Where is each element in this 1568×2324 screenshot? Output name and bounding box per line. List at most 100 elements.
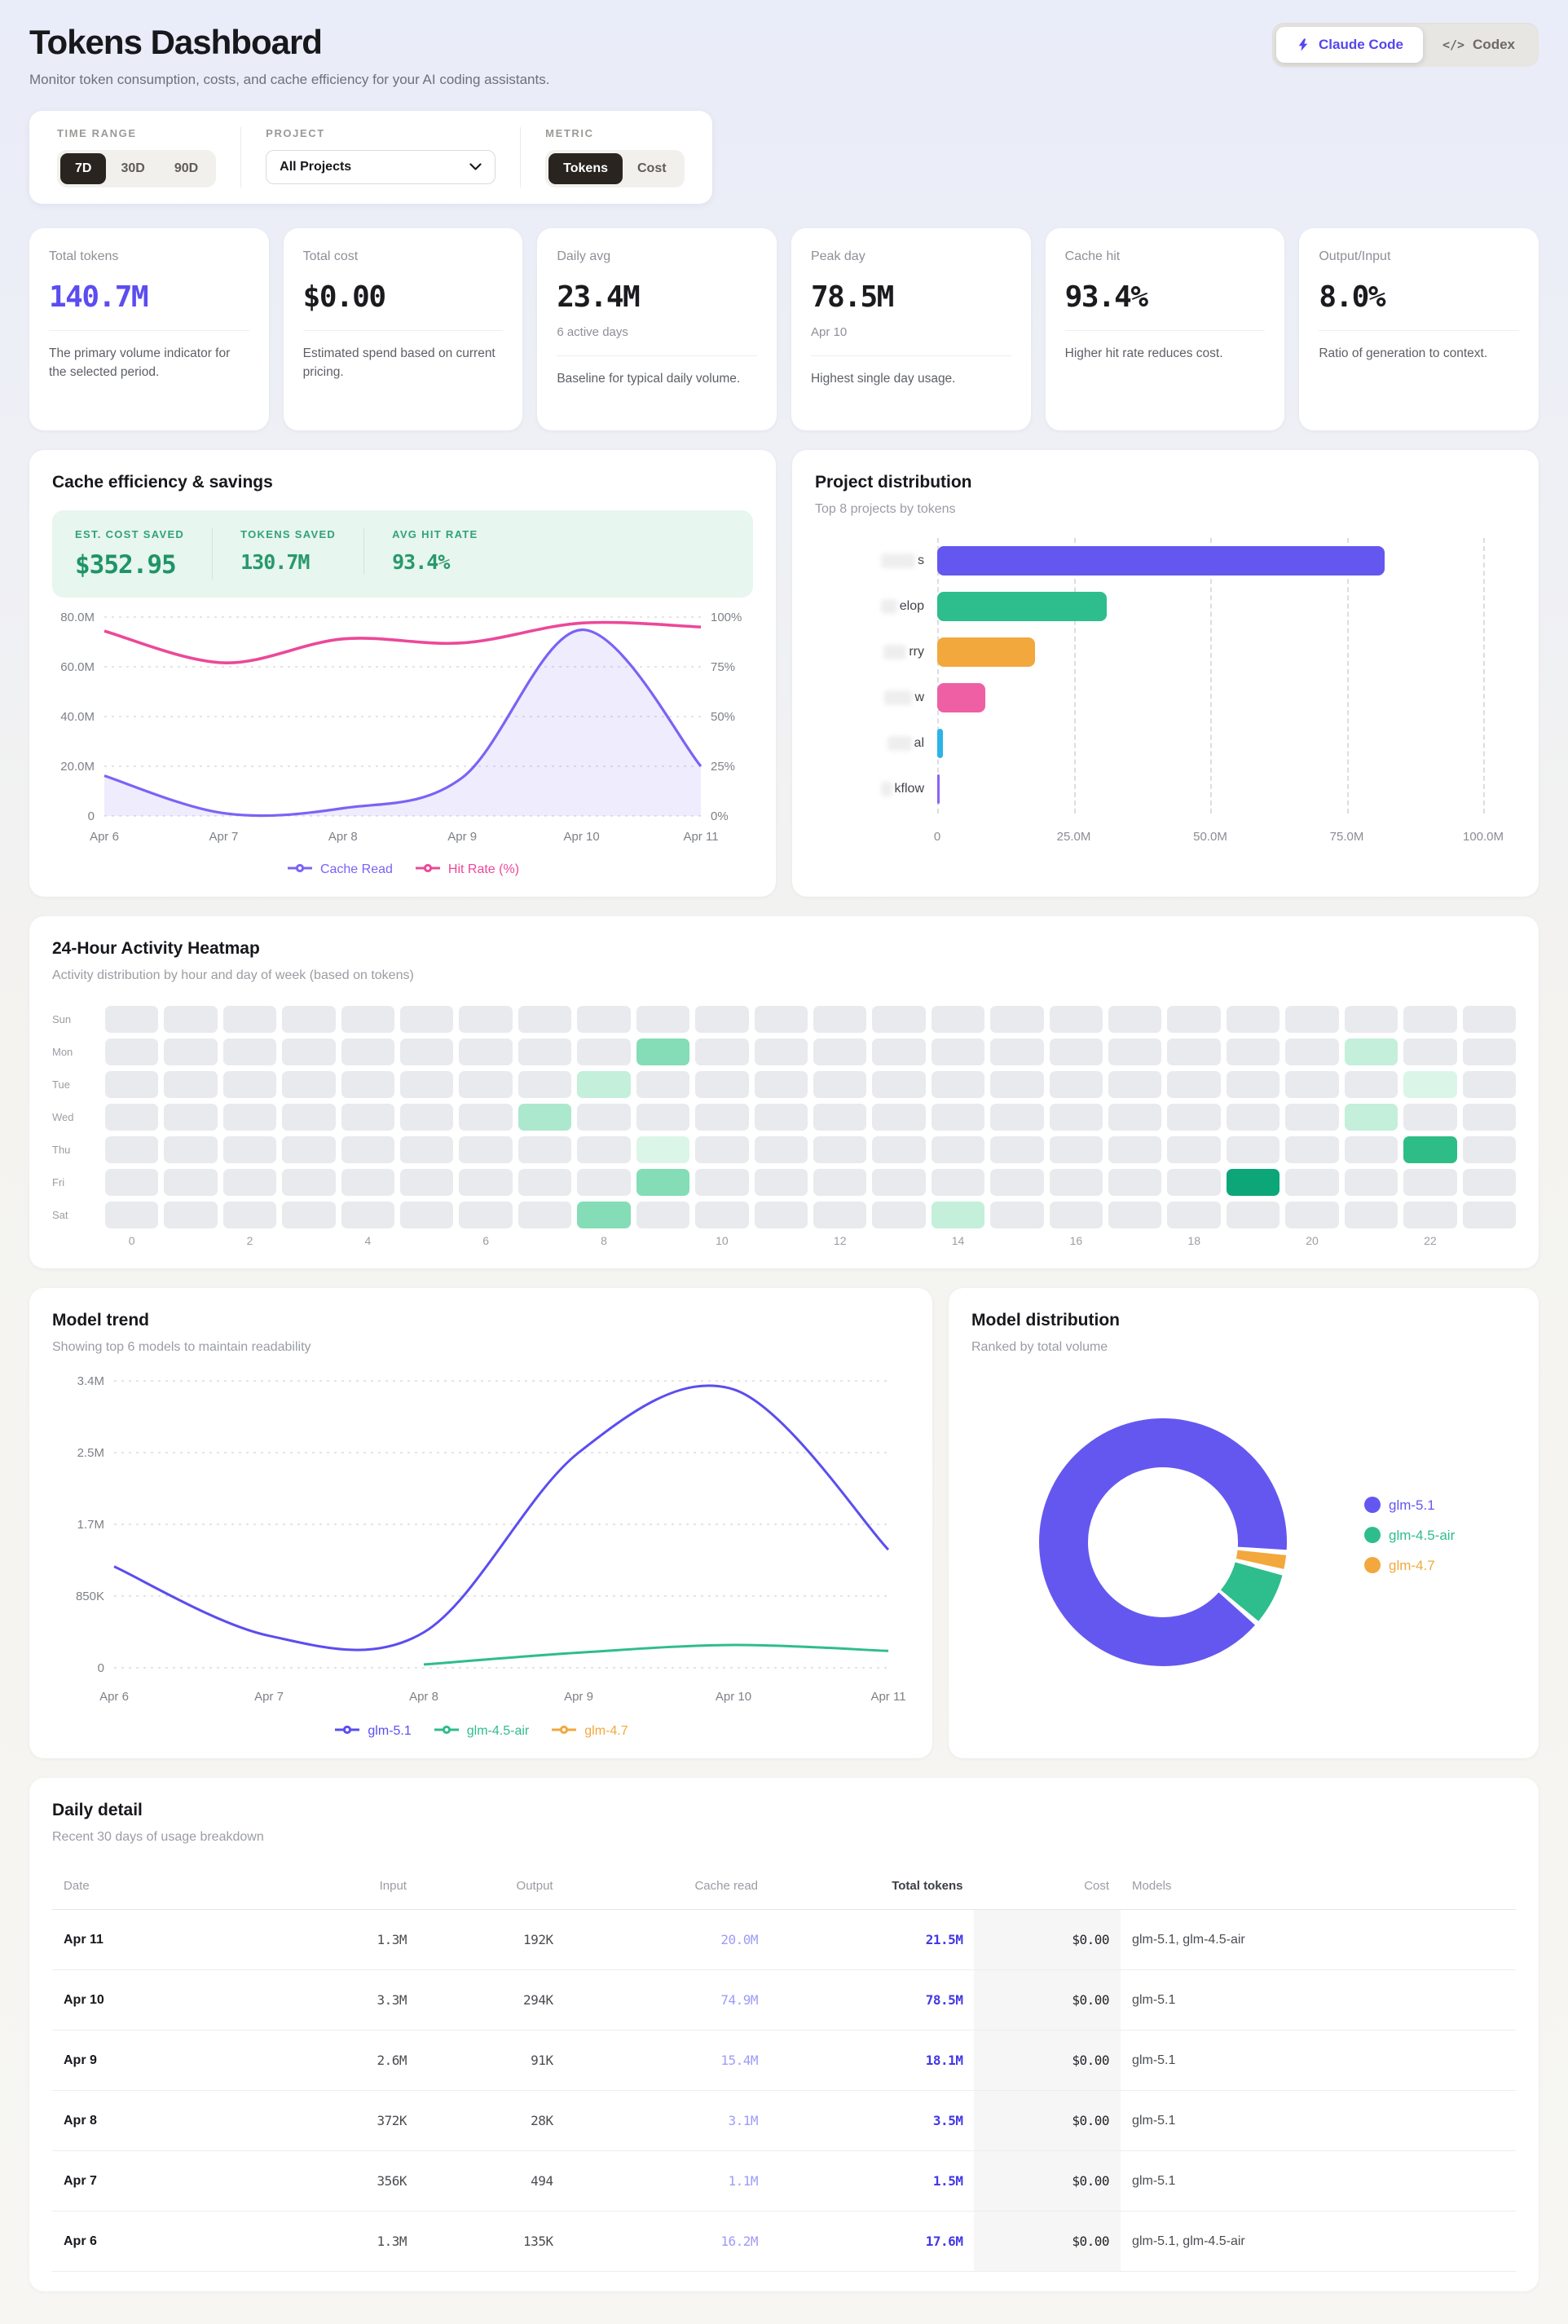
heatmap-cell [931,1039,985,1065]
heatmap-cell [1344,1039,1398,1065]
svg-text:Apr 8: Apr 8 [328,830,358,844]
cell-cost: $0.00 [974,1969,1121,2031]
heatmap-cell [1167,1202,1221,1228]
project-label-suffix: kflow [894,782,924,796]
source-option-claude-code[interactable]: Claude Code [1276,27,1423,63]
hour-label: 20 [1306,1234,1319,1247]
heatmap-cell [1167,1039,1221,1065]
time-range-label: TIME RANGE [57,127,137,139]
heatmap-cell [459,1104,513,1131]
svg-text:glm-4.5-air: glm-4.5-air [1389,1528,1456,1543]
axis-tick-label: 75.0M [1329,830,1364,844]
project-label: w [815,690,937,705]
bar-track [937,637,1483,667]
heatmap-cell [990,1039,1044,1065]
heatmap-title: 24-Hour Activity Heatmap [52,939,260,958]
table-row: Apr 9 2.6M 91K 15.4M 18.1M $0.00 glm-5.1 [52,2030,1516,2091]
stat-label: Daily avg [557,249,611,263]
metric-option-tokens[interactable]: Tokens [548,153,623,184]
bar-track [937,546,1483,575]
project-label: elop [815,598,937,614]
cell-cost: $0.00 [974,2030,1121,2091]
svg-text:40.0M: 40.0M [60,710,95,724]
stat-value: $0.00 [302,280,386,314]
savings-item-est-cost-saved: EST. COST SAVED $352.95 [75,528,214,580]
heatmap-cell [695,1202,749,1228]
heatmap-cell [931,1006,985,1033]
column-header-date: Date [52,1863,243,1910]
cell-models: glm-5.1, glm-4.5-air [1121,1909,1516,1970]
heatmap-cell [813,1071,867,1098]
stat-description: The primary volume indicator for the sel… [49,346,231,380]
source-option-label: Codex [1473,37,1515,52]
project-select[interactable]: All Projects [266,150,496,184]
heatmap-cell [754,1104,808,1131]
heatmap-cell [872,1039,926,1065]
savings-value: 93.4% [392,550,450,574]
legend-item-glm-4-5-air[interactable]: glm-4.5-air [433,1724,529,1739]
legend-label: Hit Rate (%) [447,862,520,876]
savings-value: $352.95 [75,550,177,580]
heatmap-cell [1167,1169,1221,1196]
heatmap-cell [400,1169,454,1196]
heatmap-cell [518,1006,572,1033]
cell-total-tokens: 17.6M [769,2211,975,2272]
heatmap-cell [1049,1006,1103,1033]
model-trend-legend: glm-5.1 glm-4.5-air glm-4.7 [52,1724,910,1739]
time-range-option-7d[interactable]: 7D [60,153,107,184]
cell-input: 356K [242,2150,418,2212]
heatmap-cell [1226,1169,1280,1196]
metric-option-cost[interactable]: Cost [623,153,681,184]
time-range-option-90d[interactable]: 90D [160,153,213,184]
column-header-output: Output [417,1863,565,1910]
svg-text:Apr 8: Apr 8 [409,1690,438,1704]
heatmap-cell [1108,1039,1162,1065]
cell-total-tokens: 18.1M [769,2030,975,2091]
legend-marker [433,1724,460,1739]
stat-label: Output/Input [1319,249,1391,263]
source-option-codex[interactable]: </> Codex [1423,27,1535,63]
stat-subvalue: 6 active days [557,325,628,339]
metric-group: METRIC Tokens Cost [520,127,708,187]
cache-line-chart: 0 0% 20.0M 25% 40.0M 50% 60.0M 75% 80.0M 100% Apr … [52,604,753,854]
project-label-suffix: al [914,736,924,751]
heatmap-cell [1049,1104,1103,1131]
heatmap-cell [636,1202,690,1228]
stat-divider [49,330,249,331]
top-bar: Tokens Dashboard Monitor token consumpti… [29,23,1539,88]
heatmap-cell [518,1169,572,1196]
heatmap-cell [164,1202,218,1228]
time-range-group: TIME RANGE 7D 30D 90D [33,127,240,187]
hour-label: 6 [482,1234,490,1247]
heatmap-cell [1226,1104,1280,1131]
heatmap-cell [695,1104,749,1131]
hour-label: 8 [601,1234,607,1247]
svg-text:Apr 10: Apr 10 [716,1690,751,1704]
legend-item-glm-5-1[interactable]: glm-5.1 [333,1724,412,1739]
heatmap-card: 24-Hour Activity Heatmap Activity distri… [29,916,1539,1268]
heatmap-cell [1167,1006,1221,1033]
stat-card-total-tokens: Total tokens 140.7M The primary volume ind… [29,228,269,430]
daily-detail-table: Date Input Output Cache read Total tokens Cos… [52,1863,1516,2272]
svg-text:Apr 10: Apr 10 [563,830,599,844]
stat-label: Total cost [302,249,359,263]
filter-card: TIME RANGE 7D 30D 90D PROJECT All Projects… [29,111,712,204]
legend-item-glm-4-7[interactable]: glm-4.7 [550,1724,628,1739]
legend-item-cache-read[interactable]: Cache Read [286,862,393,877]
heatmap-row-thu: Thu [52,1136,1516,1163]
heatmap-row-sun: Sun [52,1006,1516,1033]
cell-output: 28K [417,2090,565,2151]
stat-divider [302,330,504,331]
heatmap-cell [341,1039,395,1065]
heatmap-cell [105,1202,159,1228]
project-card-subtitle: Top 8 projects by tokens [815,502,956,516]
stat-description: Highest single day usage. [810,372,956,386]
cell-cost: $0.00 [974,2090,1121,2151]
cell-output: 91K [417,2030,565,2091]
heatmap-cell [518,1104,572,1131]
legend-item-hit-rate-[interactable]: Hit Rate (%) [414,862,519,877]
heatmap-cell [164,1136,218,1163]
time-range-option-30d[interactable]: 30D [106,153,159,184]
bar-track [937,683,1483,712]
cell-cache-read: 15.4M [564,2030,770,2091]
